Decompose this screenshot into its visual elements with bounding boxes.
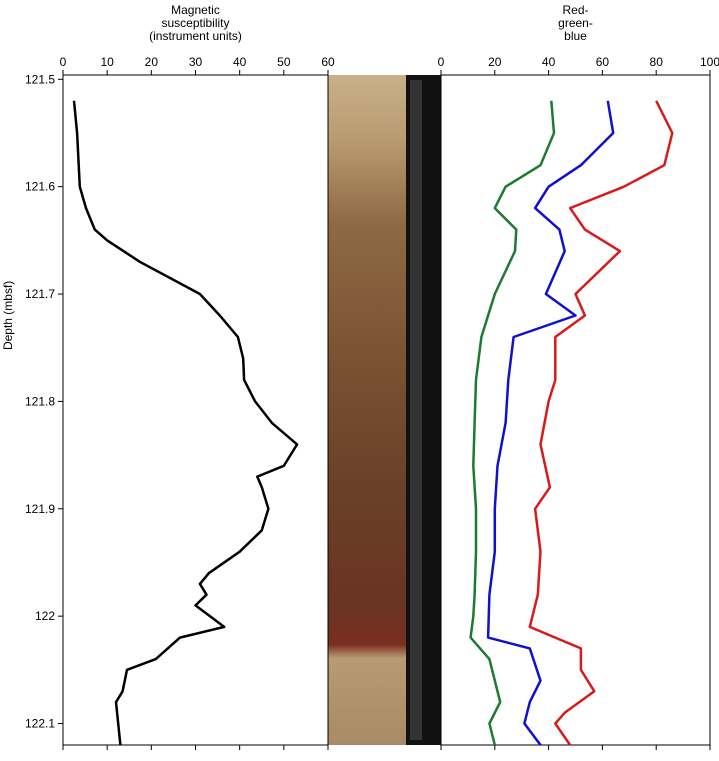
x-tick-label: 80 bbox=[650, 55, 664, 69]
panel-title: Red- bbox=[562, 3, 588, 17]
x-tick-label: 20 bbox=[488, 55, 502, 69]
x-tick-label: 10 bbox=[100, 55, 114, 69]
core-scale-strip bbox=[410, 80, 422, 740]
plot-frame bbox=[440, 74, 711, 746]
x-tick-label: 40 bbox=[542, 55, 556, 69]
y-tick-label: 121.6 bbox=[25, 180, 55, 194]
x-tick-label: 100 bbox=[700, 55, 719, 69]
x-tick-label: 0 bbox=[438, 55, 445, 69]
x-tick-label: 40 bbox=[233, 55, 247, 69]
plot-frame bbox=[62, 74, 329, 746]
y-axis-label: Depth (mbsf) bbox=[1, 281, 15, 350]
x-tick-label: 50 bbox=[277, 55, 291, 69]
y-tick-label: 122.1 bbox=[25, 717, 55, 731]
x-tick-label: 60 bbox=[596, 55, 610, 69]
y-tick-label: 121.8 bbox=[25, 394, 55, 408]
x-tick-label: 20 bbox=[145, 55, 159, 69]
panel-title: green- bbox=[558, 16, 593, 30]
data-line bbox=[486, 100, 615, 746]
y-tick-label: 121.9 bbox=[25, 502, 55, 516]
y-tick-label: 121.5 bbox=[25, 72, 55, 86]
y-tick-label: 121.7 bbox=[25, 287, 55, 301]
panel-title: blue bbox=[564, 29, 587, 43]
x-tick-label: 0 bbox=[60, 55, 67, 69]
data-line bbox=[72, 100, 299, 746]
data-line bbox=[528, 100, 674, 746]
x-tick-label: 60 bbox=[321, 55, 335, 69]
panel-title: Magnetic bbox=[171, 3, 220, 17]
y-tick-label: 122 bbox=[35, 609, 55, 623]
panel-title: (instrument units) bbox=[149, 29, 242, 43]
x-tick-label: 30 bbox=[189, 55, 203, 69]
data-line bbox=[469, 100, 556, 746]
panel-title: susceptibility bbox=[161, 16, 229, 30]
core-photo bbox=[328, 75, 406, 745]
